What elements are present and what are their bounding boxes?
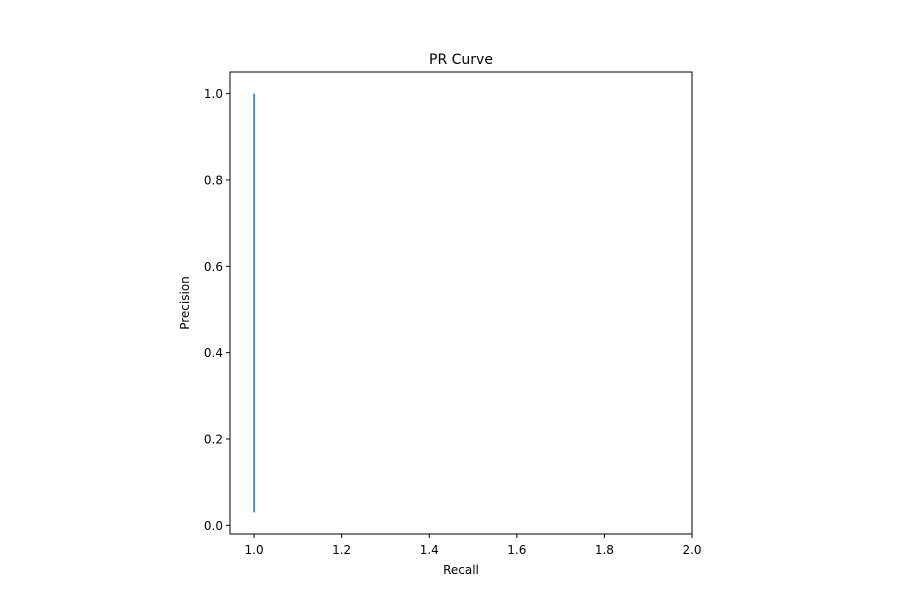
x-tick-label: 1.6 xyxy=(507,543,526,557)
x-axis-title: Recall xyxy=(443,563,479,577)
x-tick-label: 2.0 xyxy=(682,543,701,557)
x-tick-label: 1.4 xyxy=(420,543,439,557)
y-tick-label: 0.2 xyxy=(204,433,223,447)
y-axis-title: Precision xyxy=(178,276,192,330)
y-tick-label: 0.6 xyxy=(204,260,223,274)
chart-title: PR Curve xyxy=(429,52,493,68)
y-tick-label: 0.8 xyxy=(204,173,223,187)
y-axis-ticks: 0.0 0.2 0.4 0.6 0.8 1.0 xyxy=(204,87,230,533)
x-axis-ticks: 1.0 1.2 1.4 1.6 1.8 2.0 xyxy=(245,534,702,557)
plot-area-frame xyxy=(229,71,693,535)
y-tick-label: 0.4 xyxy=(204,346,223,360)
y-tick-label: 1.0 xyxy=(204,87,223,101)
x-tick-label: 1.2 xyxy=(332,543,351,557)
x-tick-label: 1.8 xyxy=(595,543,614,557)
x-tick-label: 1.0 xyxy=(245,543,264,557)
y-tick-label: 0.0 xyxy=(204,519,223,533)
